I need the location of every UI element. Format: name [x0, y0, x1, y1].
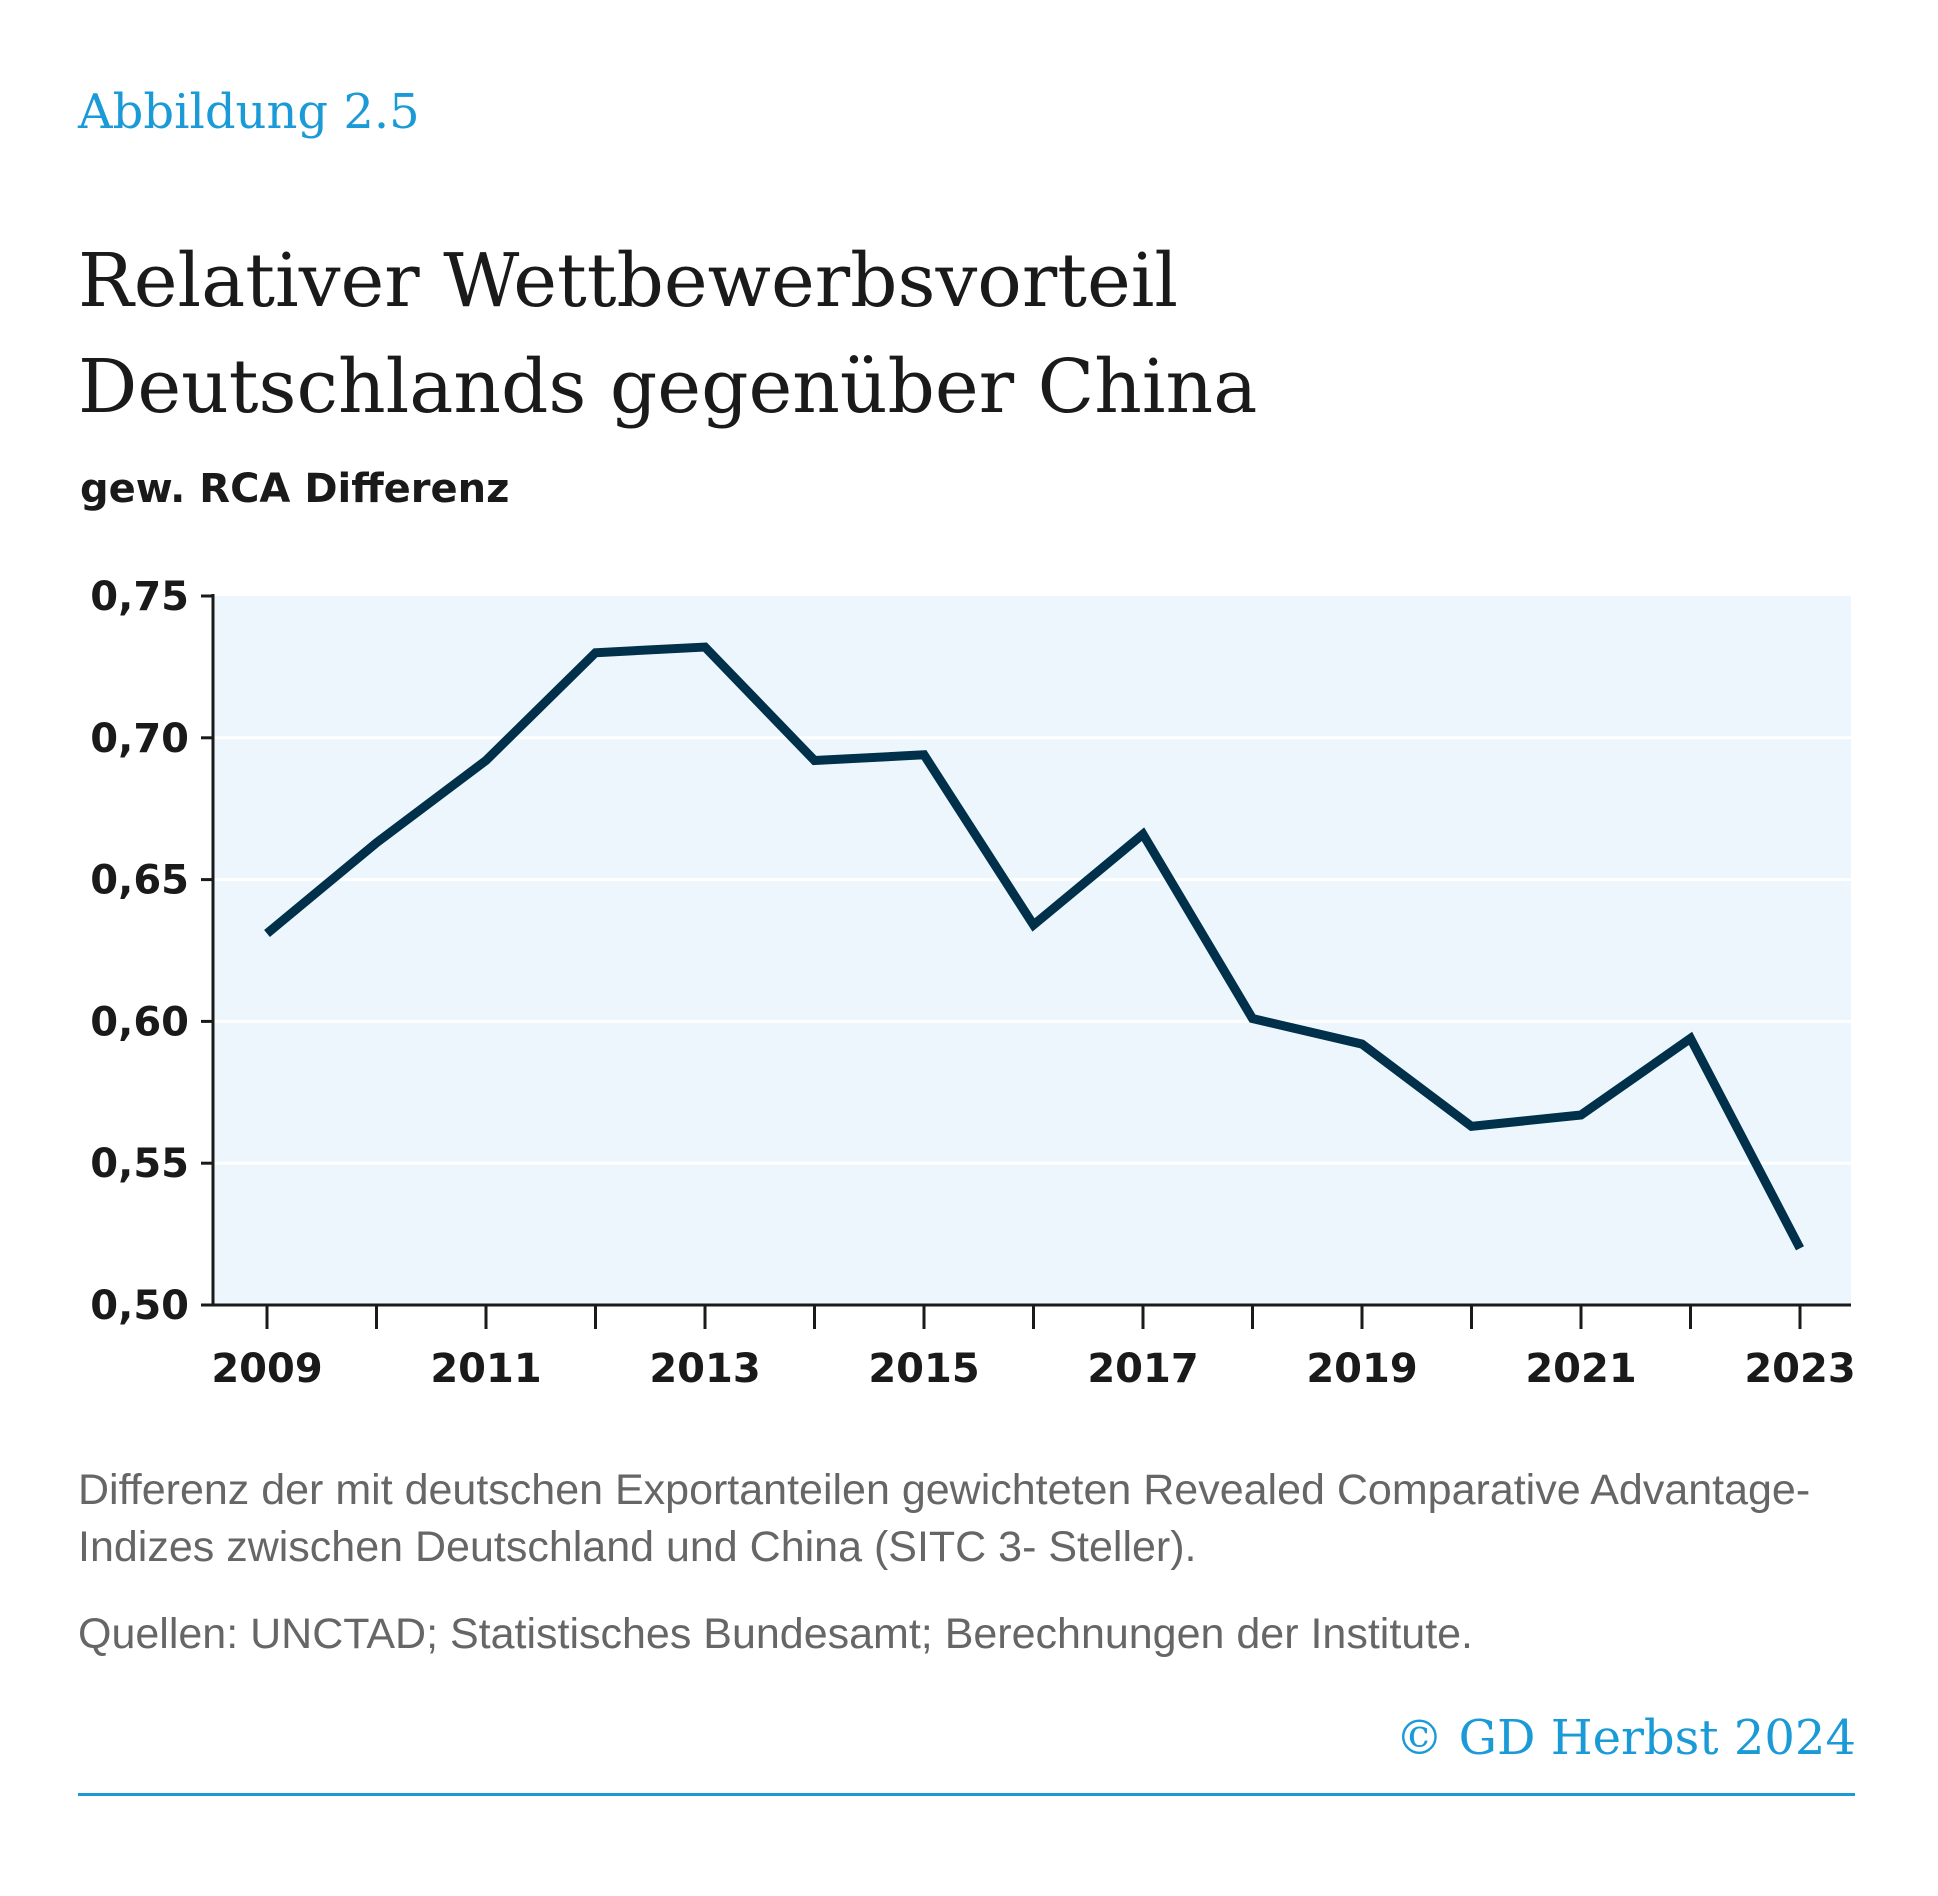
title-line-2: Deutschlands gegenüber China: [78, 344, 1258, 430]
x-tick-label: 2013: [649, 1346, 760, 1392]
y-tick-label: 0,50: [90, 1283, 189, 1329]
x-tick-label: 2009: [211, 1346, 322, 1392]
chart-title: Relativer Wettbewerbsvorteil Deutschland…: [78, 228, 1257, 440]
x-tick-label: 2023: [1744, 1346, 1855, 1392]
y-axis-label: gew. RCA Differenz: [80, 466, 510, 512]
x-tick-label: 2011: [430, 1346, 541, 1392]
copyright: © GD Herbst 2024: [1395, 1710, 1856, 1766]
x-tick-label: 2015: [868, 1346, 979, 1392]
x-tick-label: 2017: [1087, 1346, 1198, 1392]
line-chart: 0,50 0,55 0,60 0,65 0,70 0,75 2009 2011 2013 2015…: [90, 574, 1855, 1392]
y-tick-label: 0,75: [90, 574, 189, 620]
y-tick-label: 0,60: [90, 999, 189, 1045]
x-tick-label: 2021: [1525, 1346, 1636, 1392]
y-tick-label: 0,70: [90, 716, 189, 762]
x-tick-label: 2019: [1306, 1346, 1417, 1392]
footnote: Differenz der mit deutschen Exportanteil…: [78, 1466, 1811, 1571]
figure-label: Abbildung 2.5: [78, 84, 420, 140]
bottom-rule: [78, 1793, 1855, 1796]
y-tick-label: 0,65: [90, 858, 189, 904]
y-tick-label: 0,55: [90, 1141, 189, 1187]
title-line-1: Relativer Wettbewerbsvorteil: [78, 238, 1179, 324]
plot-area: [213, 596, 1851, 1305]
sources-note: Quellen: UNCTAD; Statistisches Bundesamt…: [78, 1610, 1474, 1658]
